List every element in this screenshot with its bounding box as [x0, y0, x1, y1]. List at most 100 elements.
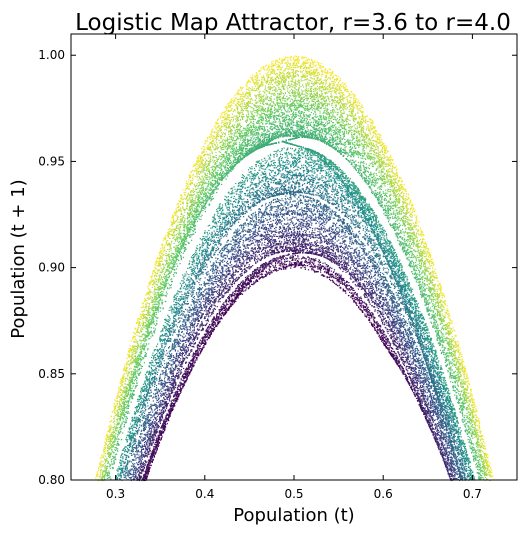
scatter-point — [329, 256, 331, 258]
scatter-point — [368, 301, 370, 304]
scatter-point — [381, 332, 383, 334]
scatter-point — [267, 262, 269, 264]
scatter-point — [151, 452, 153, 454]
scatter-point — [311, 269, 313, 271]
scatter-point — [287, 254, 289, 256]
scatter-point — [402, 362, 404, 364]
scatter-point — [257, 260, 259, 262]
scatter-point — [326, 276, 328, 278]
scatter-point — [187, 370, 189, 372]
scatter-point — [239, 288, 241, 290]
scatter-point — [272, 258, 274, 260]
scatter-point — [180, 388, 182, 390]
scatter-point — [253, 276, 255, 278]
scatter-point — [254, 275, 256, 277]
scatter-point — [309, 242, 311, 244]
scatter-point — [204, 324, 206, 326]
scatter-point — [304, 252, 307, 254]
scatter-point — [393, 337, 395, 339]
scatter-point — [253, 270, 255, 272]
scatter-point — [212, 321, 214, 323]
scatter-point — [293, 241, 295, 243]
scatter-point — [199, 349, 201, 351]
scatter-point — [163, 420, 165, 422]
scatter-point — [302, 257, 304, 259]
scatter-point — [389, 335, 391, 337]
scatter-point — [414, 388, 416, 390]
scatter-point — [311, 248, 313, 250]
scatter-point — [156, 436, 158, 438]
scatter-point — [211, 320, 213, 322]
scatter-point — [374, 317, 376, 319]
scatter-point — [326, 269, 328, 271]
scatter-point — [382, 322, 384, 324]
scatter-point — [356, 299, 358, 301]
scatter-point — [229, 303, 231, 305]
scatter-point — [368, 315, 371, 317]
scatter-point — [143, 476, 145, 478]
scatter-point — [254, 282, 256, 284]
scatter-point — [281, 263, 283, 265]
scatter-point — [149, 462, 151, 464]
scatter-point — [328, 276, 330, 279]
scatter-point — [251, 277, 253, 279]
scatter-point — [165, 423, 167, 425]
scatter-point — [163, 419, 165, 422]
scatter-point — [279, 263, 281, 265]
scatter-point — [364, 295, 366, 297]
scatter-point — [298, 262, 300, 264]
scatter-point — [183, 381, 185, 383]
scatter-point — [268, 253, 270, 255]
scatter-point — [187, 374, 189, 376]
scatter-point — [185, 376, 187, 378]
scatter-point — [386, 340, 388, 342]
scatter-point — [265, 251, 267, 253]
scatter-point — [403, 356, 405, 358]
scatter-point — [161, 424, 163, 426]
scatter-point — [393, 342, 395, 344]
scatter-point — [223, 314, 225, 316]
scatter-point — [165, 419, 167, 421]
scatter-point — [271, 259, 273, 261]
scatter-point — [173, 399, 175, 401]
scatter-point — [284, 241, 286, 243]
scatter-point — [196, 346, 198, 348]
scatter-point — [368, 311, 370, 313]
scatter-point — [239, 289, 241, 291]
scatter-point — [251, 272, 253, 274]
scatter-point — [223, 295, 225, 297]
scatter-point — [155, 447, 157, 449]
scatter-point — [222, 303, 224, 305]
scatter-point — [308, 257, 310, 259]
scatter-point — [382, 336, 384, 338]
scatter-point — [211, 330, 214, 332]
scatter-point — [271, 263, 273, 265]
scatter-point — [188, 371, 190, 373]
scatter-point — [310, 248, 312, 250]
scatter-point — [188, 361, 190, 363]
scatter-point — [240, 286, 243, 288]
scatter-point — [162, 410, 164, 412]
scatter-point — [318, 260, 321, 262]
scatter-point — [238, 290, 240, 292]
scatter-point — [200, 329, 202, 331]
scatter-point — [328, 258, 330, 260]
scatter-point — [350, 286, 352, 288]
scatter-point — [366, 304, 368, 306]
scatter-point — [172, 405, 174, 407]
scatter-point — [172, 387, 174, 389]
scatter-point — [319, 268, 321, 270]
scatter-point — [172, 406, 174, 408]
scatter-point — [412, 390, 414, 392]
scatter-point — [299, 264, 301, 266]
scatter-point — [140, 469, 142, 471]
scatter-point — [427, 423, 430, 425]
scatter-point — [380, 330, 382, 332]
scatter-point — [153, 449, 155, 451]
scatter-point — [198, 355, 200, 357]
scatter-point — [157, 445, 159, 448]
scatter-point — [285, 246, 287, 249]
scatter-point — [190, 359, 192, 362]
scatter-point — [340, 287, 342, 289]
scatter-point — [248, 282, 250, 284]
